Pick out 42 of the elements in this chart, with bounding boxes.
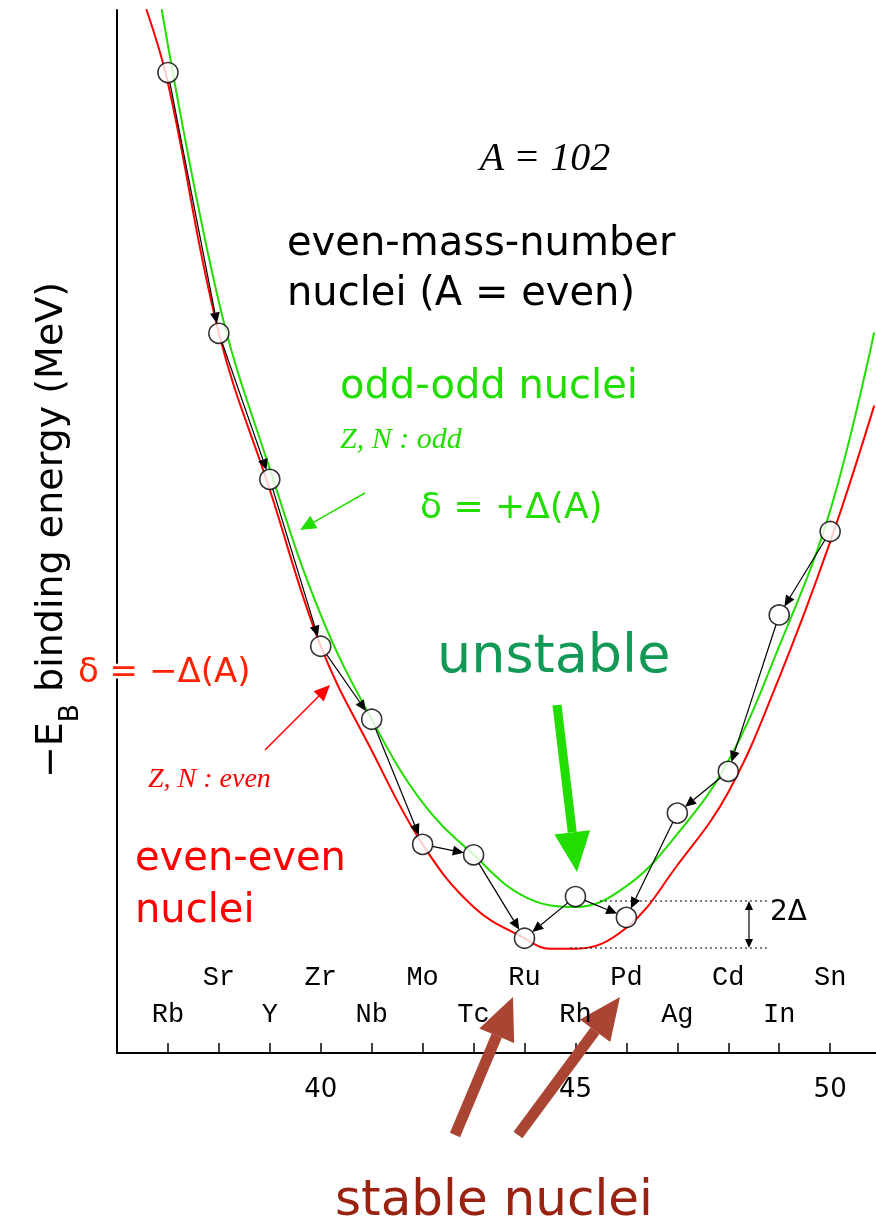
annotation: Sn [813, 963, 847, 993]
annotation: Tc [457, 1000, 490, 1030]
point [309, 635, 332, 658]
annotation: Nb [355, 1000, 388, 1030]
annotation: In [763, 1000, 796, 1030]
annotation: Ag [661, 1000, 694, 1030]
point [666, 802, 689, 824]
annotation: Pd [610, 963, 643, 993]
annotation: nuclei (A = even) [287, 268, 636, 314]
text: odd-odd nuclei [340, 361, 638, 407]
annotation: 2Δ [770, 894, 807, 927]
point [768, 604, 791, 626]
annotation: Cd [712, 963, 745, 993]
annotation: unstable [437, 622, 671, 685]
point [208, 322, 230, 345]
point [157, 61, 179, 84]
annotation: Ru [508, 963, 541, 993]
annotation: Y [261, 1000, 278, 1030]
annotation: Mo [406, 963, 439, 993]
x-tick-label: 50 [813, 1073, 847, 1103]
annotation: δ = +Δ(A) [420, 485, 603, 526]
point [259, 468, 281, 491]
annotation: Rh [559, 1000, 592, 1030]
point [411, 833, 434, 856]
point [615, 906, 638, 929]
point [564, 885, 587, 908]
annotation: Z, N : odd [340, 421, 463, 454]
annotation: Sr [202, 963, 236, 993]
point [462, 844, 485, 866]
point [819, 520, 841, 543]
annotation: Z, N : even [148, 762, 271, 793]
annotation: A = 102 [476, 134, 611, 179]
text: stable nuclei [335, 1169, 653, 1227]
annotation: Rb [151, 1000, 185, 1030]
point [513, 927, 536, 950]
series-label: even-even nuclei [135, 833, 346, 931]
x-tick-label: 40 [304, 1073, 338, 1103]
x-tick-label: 45 [558, 1073, 592, 1103]
point [360, 708, 383, 731]
annotation: even-mass-number [287, 218, 676, 264]
annotation: Zr [304, 963, 337, 993]
point [717, 760, 740, 783]
